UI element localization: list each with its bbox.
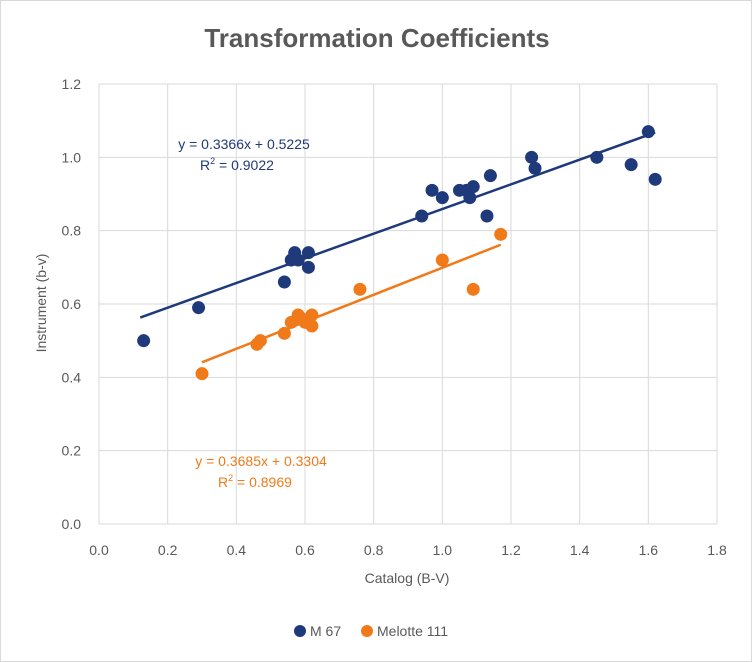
m67-data-point [137, 334, 151, 348]
m67-data-point [480, 209, 494, 223]
m67-data-point [291, 253, 305, 267]
m67-r-label: R [200, 157, 210, 173]
x-tick-label: 0.8 [364, 542, 384, 558]
m67-data-point [590, 150, 604, 164]
x-tick-label: 0.0 [89, 542, 109, 558]
melotte-111-data-point [466, 282, 480, 296]
m67-trendline [139, 131, 656, 319]
m67-data-point [192, 301, 206, 315]
m67-data-point [483, 169, 497, 183]
m67-equation: y = 0.3366x + 0.5225 [178, 136, 310, 152]
m67-data-point [435, 191, 449, 205]
m67-equation-label: y = 0.3366x + 0.5225 R2 = 0.9022 [178, 136, 310, 173]
legend-marker-melotte-111 [361, 625, 373, 637]
data-points [137, 125, 662, 381]
melotte-r-squared: R2 = 0.8969 [218, 473, 292, 490]
m67-data-point [528, 161, 542, 175]
m67-data-point [463, 191, 477, 205]
y-tick-label: 0.2 [62, 443, 82, 459]
melotte-r-value: = 0.8969 [233, 474, 292, 490]
legend: M 67 Melotte 111 [294, 623, 448, 639]
melotte-111-data-point [494, 227, 508, 241]
m67-r-squared: R2 = 0.9022 [200, 156, 274, 173]
legend-label-melotte-111: Melotte 111 [377, 623, 448, 639]
m67-data-point [415, 209, 429, 223]
m67-data-point [277, 275, 291, 289]
y-tick-label: 0.0 [62, 516, 82, 532]
x-tick-label: 1.6 [639, 542, 659, 558]
m67-data-point [525, 150, 539, 164]
y-tick-label: 0.4 [62, 369, 82, 385]
m67-data-point [641, 125, 655, 139]
melotte-111-data-point [253, 334, 267, 348]
chart-title: Transformation Coefficients [204, 23, 549, 53]
y-tick-label: 1.0 [62, 149, 82, 165]
m67-data-point [624, 158, 638, 172]
melotte-equation-label: y = 0.3685x + 0.3304 R2 = 0.8969 [195, 453, 327, 490]
y-axis-label: Instrument (b-v) [33, 254, 49, 353]
m67-data-point [648, 172, 662, 186]
melotte-equation: y = 0.3685x + 0.3304 [195, 453, 327, 469]
melotte-111-data-point [305, 319, 319, 333]
legend-marker-m67 [294, 625, 306, 637]
grid [98, 83, 718, 525]
x-tick-label: 0.4 [227, 542, 247, 558]
melotte-r-sup: 2 [228, 473, 233, 483]
m67-data-point [301, 246, 315, 260]
legend-label-m67: M 67 [310, 623, 341, 639]
x-tick-label: 0.6 [295, 542, 315, 558]
y-tick-label: 0.6 [62, 296, 82, 312]
y-tick-labels: 0.0 0.2 0.4 0.6 0.8 1.0 1.2 [62, 76, 82, 532]
x-axis-label: Catalog (B-V) [365, 570, 450, 586]
melotte-111-data-point [353, 282, 367, 296]
x-tick-label: 0.2 [158, 542, 178, 558]
m67-data-point [425, 183, 439, 197]
m67-data-point [301, 260, 315, 274]
x-tick-labels: 0.0 0.2 0.4 0.6 0.8 1.0 1.2 1.4 1.6 1.8 [89, 542, 727, 558]
x-tick-label: 1.8 [707, 542, 727, 558]
x-tick-label: 1.4 [570, 542, 590, 558]
x-tick-label: 1.2 [501, 542, 521, 558]
m67-r-sup: 2 [210, 156, 215, 166]
x-tick-label: 1.0 [433, 542, 453, 558]
m67-r-value: = 0.9022 [215, 157, 274, 173]
y-tick-label: 0.8 [62, 223, 82, 239]
melotte-111-data-point [305, 308, 319, 322]
y-tick-label: 1.2 [62, 76, 82, 92]
melotte-111-data-point [277, 326, 291, 340]
m67-data-point [466, 180, 480, 194]
melotte-111-data-point [195, 367, 209, 381]
melotte-r-label: R [218, 474, 228, 490]
melotte-111-data-point [435, 253, 449, 267]
